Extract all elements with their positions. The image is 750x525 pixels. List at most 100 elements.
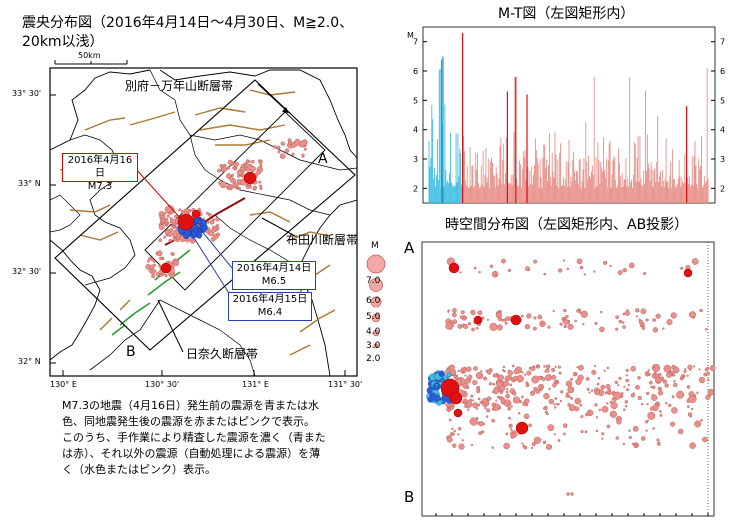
st-point bbox=[663, 364, 672, 373]
st-point bbox=[707, 388, 715, 396]
epicenter-dot bbox=[166, 214, 170, 218]
epicenter-dot bbox=[236, 169, 243, 176]
st-point bbox=[647, 369, 650, 372]
st-point bbox=[637, 395, 642, 401]
st-point bbox=[617, 384, 620, 387]
st-point bbox=[606, 424, 611, 429]
st-point-major bbox=[473, 315, 483, 325]
epicenter-dot bbox=[173, 222, 177, 226]
st-point bbox=[488, 382, 493, 386]
st-point bbox=[645, 429, 648, 432]
st-point bbox=[475, 371, 484, 380]
epicenter-dot bbox=[277, 150, 281, 154]
st-point bbox=[549, 445, 552, 448]
epicenter-dot bbox=[215, 232, 221, 237]
st-point bbox=[600, 310, 603, 314]
st-point bbox=[606, 366, 610, 370]
mt-ytick-label-left: 6 bbox=[413, 67, 418, 76]
epicenter-dot bbox=[279, 153, 286, 159]
epicenter-dot bbox=[243, 166, 248, 170]
epicenter-dot bbox=[221, 166, 227, 173]
st-point bbox=[505, 390, 509, 394]
st-point bbox=[507, 406, 511, 411]
st-point bbox=[613, 391, 622, 400]
st-point bbox=[563, 324, 567, 329]
legend-4: 4.0 bbox=[366, 327, 381, 337]
st-point bbox=[497, 374, 504, 381]
st-point bbox=[512, 432, 515, 435]
st-point bbox=[461, 439, 464, 442]
st-point bbox=[531, 442, 536, 447]
st-point bbox=[555, 381, 559, 384]
note-line5: く（水色またはピンク）表示。 bbox=[62, 463, 216, 476]
st-point-pre bbox=[447, 372, 452, 378]
lat-label-32: 32° N bbox=[18, 357, 41, 366]
inner-rectangle bbox=[144, 111, 326, 291]
st-point bbox=[671, 395, 675, 399]
st-point bbox=[467, 322, 472, 326]
st-point bbox=[628, 429, 631, 432]
st-point bbox=[531, 375, 540, 384]
mt-ytick-label-left: 4 bbox=[413, 126, 418, 135]
st-point bbox=[702, 436, 708, 443]
st-point bbox=[630, 365, 637, 372]
st-point bbox=[615, 327, 619, 331]
st-point bbox=[687, 412, 693, 417]
epicenter-dot bbox=[219, 181, 227, 189]
epicenter-dot bbox=[156, 250, 163, 257]
fault-label-beppu: 別府－万年山断層帯 bbox=[125, 79, 234, 93]
epicenter-dot bbox=[164, 221, 168, 226]
st-point bbox=[603, 369, 606, 372]
callout-line-m65 bbox=[195, 223, 233, 269]
epicenter-dot bbox=[252, 185, 258, 190]
lon-label-131-30: 131° 30' bbox=[328, 380, 363, 389]
st-point-major bbox=[510, 314, 522, 326]
st-point bbox=[640, 403, 644, 406]
st-point bbox=[452, 443, 457, 448]
st-point bbox=[688, 391, 695, 397]
st-point bbox=[580, 310, 588, 318]
st-point bbox=[566, 492, 570, 496]
callout-m73-date: 2016年4月16日 bbox=[67, 155, 133, 179]
st-point bbox=[505, 393, 510, 399]
mt-axis-label: M bbox=[407, 31, 414, 40]
st-point bbox=[459, 271, 462, 274]
st-point bbox=[595, 416, 599, 419]
st-point bbox=[668, 403, 672, 408]
legend-6: 6.0 bbox=[366, 296, 381, 306]
st-point bbox=[480, 430, 485, 434]
map-title-line1: 震央分布図（2016年4月14日～4月30日、M≧2.0、 bbox=[22, 15, 354, 31]
st-point bbox=[615, 436, 619, 440]
st-point bbox=[700, 418, 703, 422]
st-point bbox=[484, 406, 487, 410]
lon-label-130: 130° E bbox=[50, 380, 77, 389]
epicenter-dot bbox=[176, 239, 180, 243]
st-point bbox=[459, 315, 464, 320]
st-point bbox=[624, 405, 628, 408]
st-point bbox=[670, 421, 676, 427]
st-point bbox=[618, 376, 622, 380]
st-point bbox=[521, 396, 524, 399]
st-point bbox=[552, 383, 557, 388]
st-point bbox=[553, 403, 556, 406]
st-point bbox=[623, 385, 626, 388]
st-point bbox=[559, 399, 563, 403]
epicenter-dot bbox=[176, 232, 181, 238]
st-point bbox=[644, 420, 649, 424]
st-point bbox=[570, 397, 574, 400]
st-point bbox=[655, 313, 661, 319]
mt-title: M-T図（左図矩形内） bbox=[498, 6, 635, 22]
st-point bbox=[544, 410, 548, 414]
st-point bbox=[471, 327, 475, 332]
st-point bbox=[546, 364, 551, 369]
st-point bbox=[511, 364, 515, 368]
st-point bbox=[464, 374, 467, 377]
st-point bbox=[649, 406, 654, 411]
st-point bbox=[455, 374, 459, 377]
st-point bbox=[547, 424, 555, 432]
st-point bbox=[684, 367, 687, 371]
map-ticks bbox=[50, 94, 346, 376]
st-point bbox=[548, 398, 554, 405]
callout-line-m73 bbox=[134, 167, 183, 221]
st-point bbox=[508, 423, 513, 428]
